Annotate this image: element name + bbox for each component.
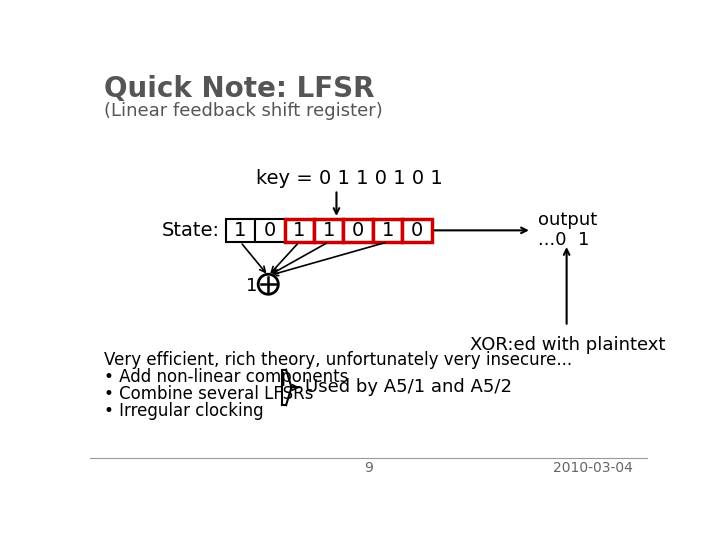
Text: 0: 0 — [411, 221, 423, 240]
Text: 0: 0 — [264, 221, 276, 240]
Text: 9: 9 — [364, 461, 374, 475]
Text: 2010-03-04: 2010-03-04 — [553, 461, 632, 475]
Text: 1: 1 — [246, 277, 257, 295]
Bar — [225, 219, 255, 242]
Text: Quick Note: LFSR: Quick Note: LFSR — [104, 76, 374, 104]
Text: XOR:ed with plaintext: XOR:ed with plaintext — [469, 336, 665, 354]
Circle shape — [258, 274, 279, 294]
Text: Very efficient, rich theory, unfortunately very insecure...: Very efficient, rich theory, unfortunate… — [104, 351, 572, 369]
Text: 0: 0 — [352, 221, 364, 240]
Text: 1: 1 — [293, 221, 305, 240]
Bar — [255, 219, 284, 242]
Bar — [284, 219, 314, 242]
Text: 1: 1 — [323, 221, 335, 240]
Text: (Linear feedback shift register): (Linear feedback shift register) — [104, 102, 383, 120]
Bar — [373, 219, 402, 242]
Text: • Add non-linear components: • Add non-linear components — [104, 368, 348, 386]
Text: State:: State: — [162, 221, 220, 240]
Text: • Combine several LFSRs: • Combine several LFSRs — [104, 385, 313, 403]
Text: ...0  1: ...0 1 — [538, 231, 590, 248]
Bar — [343, 219, 373, 242]
Bar — [402, 219, 432, 242]
Text: 1: 1 — [234, 221, 246, 240]
Bar — [314, 219, 343, 242]
Text: key = 0 1 1 0 1 0 1: key = 0 1 1 0 1 0 1 — [256, 169, 443, 188]
Text: 1: 1 — [382, 221, 394, 240]
Text: Used by A5/1 and A5/2: Used by A5/1 and A5/2 — [305, 379, 513, 396]
Text: output: output — [538, 211, 597, 228]
Text: • Irregular clocking: • Irregular clocking — [104, 402, 264, 420]
